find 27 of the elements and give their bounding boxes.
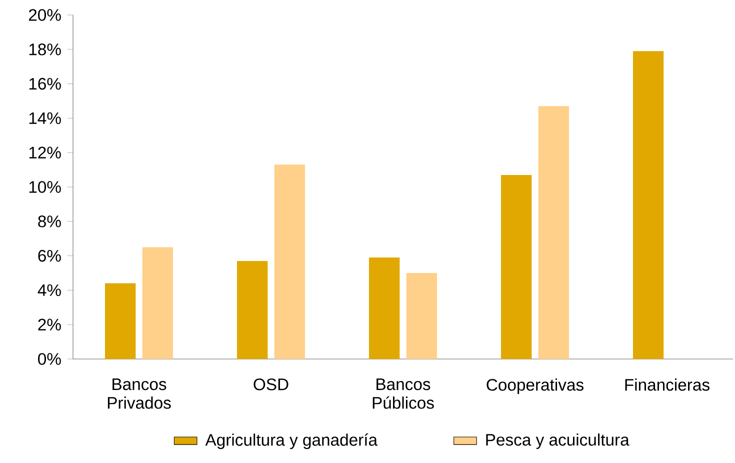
x-tick-label: Bancos Privados: [108, 378, 171, 409]
legend-label: Agricultura y ganadería: [205, 433, 378, 450]
bar: [142, 247, 174, 359]
y-tick-label: 18%: [29, 44, 61, 56]
y-tick-label: 8%: [38, 216, 61, 228]
y-tick-label: 4%: [38, 284, 61, 296]
bar: [274, 164, 306, 359]
x-tick-label: Financieras: [625, 378, 710, 391]
y-tick-label: 14%: [29, 112, 61, 124]
bar: [632, 51, 664, 359]
y-tick-label: 0%: [38, 353, 61, 365]
y-tick-label: 10%: [29, 181, 61, 193]
x-tick-label: Bancos Públicos: [372, 378, 434, 409]
bar: [501, 174, 532, 359]
bar: [369, 258, 400, 359]
y-tick-label: 6%: [38, 250, 61, 262]
legend-label: Pesca y acuicultura: [486, 433, 630, 450]
y-tick-label: 20%: [28, 9, 61, 21]
x-tick-label: OSD: [254, 378, 288, 390]
y-tick-label: 2%: [38, 318, 61, 330]
bar: [538, 106, 569, 359]
bar: [105, 283, 136, 359]
x-tick-label: Cooperativas: [486, 378, 584, 394]
bar: [406, 272, 437, 359]
y-tick-label: 12%: [29, 146, 61, 158]
y-tick-label: 16%: [29, 78, 61, 90]
bar: [237, 260, 268, 359]
